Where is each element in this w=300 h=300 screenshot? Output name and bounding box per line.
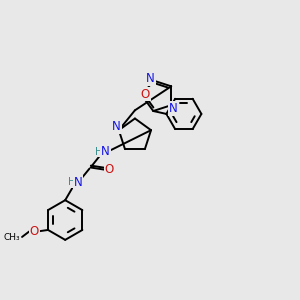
Text: N: N [112,120,121,133]
Text: H: H [68,177,76,187]
Text: O: O [105,163,114,176]
Text: N: N [146,72,155,85]
Text: O: O [30,225,39,238]
Text: H: H [95,147,103,157]
Text: N: N [169,102,177,115]
Text: N: N [74,176,82,189]
Text: CH₃: CH₃ [3,233,20,242]
Text: N: N [101,145,110,158]
Text: O: O [140,88,150,100]
